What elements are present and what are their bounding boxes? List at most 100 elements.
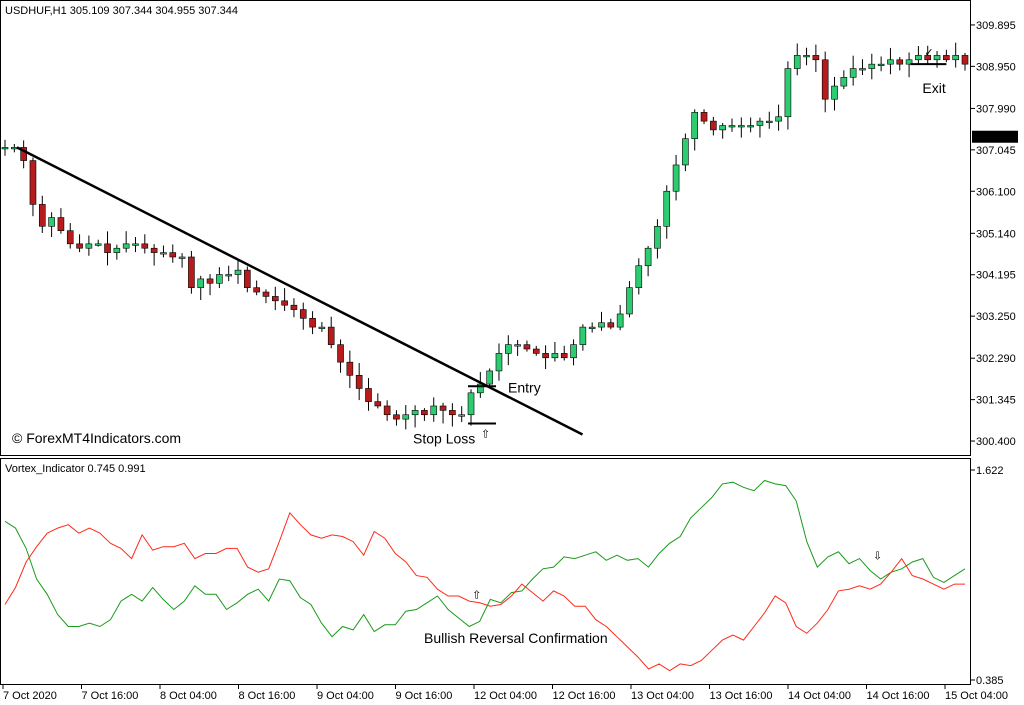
candle-body bbox=[868, 63, 876, 69]
candle-body bbox=[178, 256, 186, 259]
candle-body bbox=[374, 401, 382, 407]
candle-body bbox=[793, 55, 801, 69]
candle-body bbox=[840, 77, 848, 87]
candles-group bbox=[1, 42, 969, 430]
candle-body bbox=[150, 247, 158, 253]
candle-body bbox=[812, 55, 820, 61]
candle-body bbox=[327, 326, 335, 345]
symbol-info: USDHUF,H1 305.109 307.344 304.955 307.34… bbox=[5, 5, 238, 17]
bullish-confirmation-label: Bullish Reversal Confirmation bbox=[424, 630, 608, 646]
candle-body bbox=[756, 120, 764, 126]
candle-body bbox=[626, 287, 633, 315]
candle-body bbox=[48, 217, 55, 227]
candle-body bbox=[411, 410, 419, 416]
price-tick-label: 305.140 bbox=[976, 228, 1016, 240]
candle-body bbox=[887, 59, 894, 65]
candle-body bbox=[467, 392, 475, 416]
candle-body bbox=[961, 55, 969, 65]
price-tick-label: 307.045 bbox=[976, 145, 1016, 157]
watermark: © ForexMT4Indicators.com bbox=[12, 430, 181, 446]
price-tick-label: 308.950 bbox=[976, 61, 1016, 73]
candle-body bbox=[635, 265, 643, 288]
down-arrow-icon: ⇩ bbox=[873, 550, 882, 562]
exit-label: Exit bbox=[922, 80, 945, 96]
candle-body bbox=[495, 353, 503, 372]
candle-body bbox=[710, 120, 717, 131]
candle-body bbox=[700, 112, 708, 122]
candle-body bbox=[104, 243, 111, 253]
candle-body bbox=[66, 230, 74, 245]
time-tick-label: 12 Oct 16:00 bbox=[553, 690, 616, 702]
candle-body bbox=[85, 243, 93, 249]
candle-body bbox=[20, 147, 27, 161]
candle-body bbox=[234, 269, 242, 275]
candle-body bbox=[663, 190, 671, 227]
candle-body bbox=[654, 226, 661, 249]
candle-body bbox=[188, 256, 195, 288]
candle-body bbox=[849, 68, 857, 78]
candle-body bbox=[393, 414, 400, 420]
candle-body bbox=[439, 405, 447, 411]
candle-body bbox=[803, 55, 810, 58]
time-tick-label: 13 Oct 16:00 bbox=[710, 690, 773, 702]
price-tick-label: 306.100 bbox=[976, 186, 1016, 198]
price-panel[interactable] bbox=[0, 0, 971, 456]
indicator-tick-label: 1.622 bbox=[976, 465, 1004, 477]
candle-body bbox=[169, 252, 177, 258]
candle-body bbox=[346, 361, 354, 376]
candle-body bbox=[523, 344, 531, 350]
candle-body bbox=[598, 322, 605, 328]
current-price-box bbox=[972, 130, 1018, 143]
time-tick-label: 9 Oct 04:00 bbox=[317, 690, 374, 702]
candle-body bbox=[271, 296, 279, 302]
candle-body bbox=[337, 344, 344, 363]
stop-loss-label: Stop Loss bbox=[413, 431, 475, 447]
candle-body bbox=[952, 55, 959, 61]
candle-body bbox=[514, 344, 521, 347]
candle-body bbox=[365, 388, 372, 402]
candle-body bbox=[206, 278, 214, 284]
candle-body bbox=[719, 125, 726, 131]
candle-body bbox=[318, 326, 326, 329]
candle-body bbox=[57, 217, 65, 231]
time-tick-label: 12 Oct 04:00 bbox=[474, 690, 537, 702]
candle-body bbox=[262, 291, 270, 297]
time-axis: 7 Oct 2020 7 Oct 16:00 8 Oct 04:00 8 Oct 16… bbox=[2, 685, 1008, 702]
current-price-value: 307.344 bbox=[976, 132, 1016, 144]
candle-body bbox=[477, 383, 484, 394]
candle-body bbox=[11, 147, 18, 150]
candle-body bbox=[197, 278, 205, 288]
check-icon: ✓ bbox=[924, 47, 933, 59]
candle-body bbox=[355, 375, 363, 389]
candle-body bbox=[113, 247, 121, 253]
candle-body bbox=[132, 243, 139, 246]
candle-body bbox=[299, 309, 307, 319]
time-tick-label: 15 Oct 04:00 bbox=[945, 690, 1008, 702]
candle-body bbox=[691, 112, 699, 139]
candle-body bbox=[905, 59, 913, 65]
time-tick-label: 8 Oct 04:00 bbox=[160, 690, 217, 702]
indicator-info: Vortex_Indicator 0.745 0.991 bbox=[5, 463, 146, 475]
candle-body bbox=[682, 138, 689, 166]
candle-body bbox=[859, 68, 866, 71]
price-tick-label: 300.400 bbox=[976, 436, 1016, 448]
vi-plus-line bbox=[4, 479, 966, 638]
time-tick-label: 13 Oct 04:00 bbox=[631, 690, 694, 702]
candle-body bbox=[532, 348, 540, 354]
candle-body bbox=[216, 274, 223, 284]
candle-body bbox=[505, 344, 512, 354]
trade-markers: ⇧✓ bbox=[468, 47, 947, 441]
candle-body bbox=[896, 59, 904, 65]
candle-body bbox=[738, 125, 745, 128]
candle-body bbox=[76, 243, 83, 249]
candle-body bbox=[253, 287, 260, 293]
up-arrow-icon: ⇧ bbox=[481, 429, 490, 441]
indicator-panel[interactable] bbox=[0, 458, 971, 685]
candle-body bbox=[290, 304, 298, 310]
price-tick-label: 304.195 bbox=[976, 270, 1016, 282]
candle-body bbox=[309, 318, 316, 328]
time-tick-label: 7 Oct 16:00 bbox=[82, 690, 139, 702]
candle-body bbox=[728, 125, 736, 128]
candle-body bbox=[402, 414, 410, 420]
